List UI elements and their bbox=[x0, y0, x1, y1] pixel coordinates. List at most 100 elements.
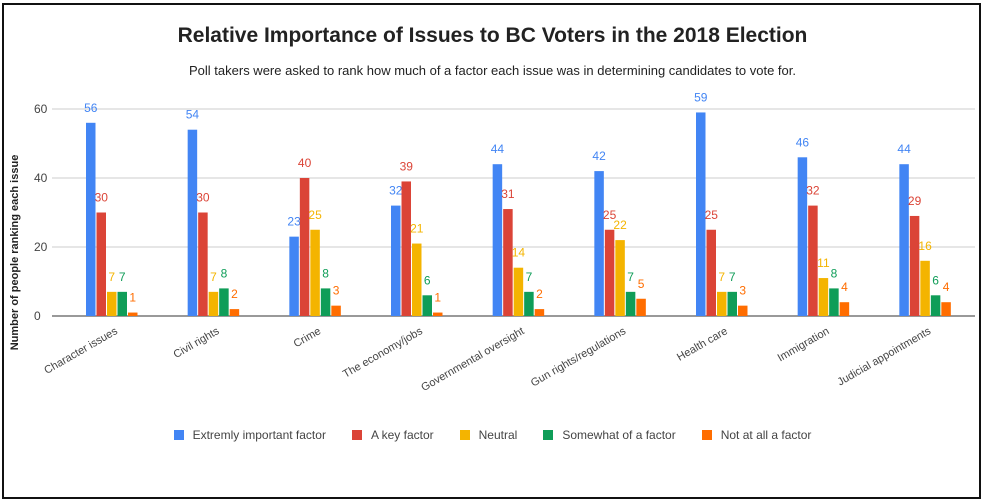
data-label: 3 bbox=[333, 284, 340, 298]
y-tick-label: 0 bbox=[34, 309, 41, 323]
data-label: 30 bbox=[196, 191, 210, 205]
bar bbox=[706, 229, 716, 316]
data-label: 42 bbox=[592, 149, 606, 163]
bar bbox=[198, 212, 208, 316]
x-tick-label: Civil rights bbox=[171, 325, 221, 361]
bar bbox=[96, 212, 106, 316]
bar bbox=[513, 267, 524, 316]
data-label: 8 bbox=[221, 266, 228, 280]
data-label: 5 bbox=[638, 277, 645, 291]
bar bbox=[208, 291, 219, 316]
data-label: 39 bbox=[400, 159, 414, 173]
data-label: 25 bbox=[603, 208, 617, 222]
bar bbox=[696, 112, 706, 316]
bar bbox=[941, 302, 951, 316]
x-tick-label: Crime bbox=[292, 325, 323, 350]
bar bbox=[107, 291, 117, 316]
bar bbox=[492, 164, 503, 316]
legend-label: A key factor bbox=[370, 428, 434, 442]
x-tick-label: Health care bbox=[675, 325, 730, 364]
legend-label: Not at all a factor bbox=[720, 428, 812, 442]
y-tick-label: 20 bbox=[34, 240, 48, 254]
data-label: 7 bbox=[729, 270, 736, 284]
data-label: 25 bbox=[308, 208, 322, 222]
bar bbox=[909, 215, 920, 316]
legend-swatch bbox=[701, 430, 712, 440]
data-label: 31 bbox=[501, 187, 515, 201]
x-tick-label: Immigration bbox=[776, 325, 832, 364]
bar bbox=[615, 240, 625, 316]
bar bbox=[117, 291, 127, 316]
bar bbox=[717, 291, 727, 316]
data-label: 6 bbox=[932, 273, 939, 287]
bar bbox=[727, 291, 737, 316]
data-label: 22 bbox=[613, 218, 627, 232]
bar bbox=[331, 305, 341, 316]
data-label: 46 bbox=[796, 135, 810, 149]
bar bbox=[899, 164, 909, 316]
data-label: 1 bbox=[434, 291, 441, 305]
data-label: 21 bbox=[410, 222, 424, 236]
data-label: 30 bbox=[95, 191, 109, 205]
x-tick-label: The economy/jobs bbox=[341, 325, 425, 381]
y-tick-label: 40 bbox=[34, 171, 48, 185]
data-label: 44 bbox=[897, 142, 911, 156]
data-label: 14 bbox=[512, 246, 526, 260]
data-label: 59 bbox=[694, 90, 708, 104]
data-label: 6 bbox=[424, 273, 431, 287]
bar bbox=[86, 122, 96, 316]
data-label: 56 bbox=[84, 101, 98, 115]
bar bbox=[738, 305, 748, 316]
chart-frame bbox=[2, 3, 981, 499]
bar bbox=[829, 288, 839, 316]
legend-item: Not at all a factor bbox=[701, 428, 812, 442]
x-tick-label: Gun rights/regulations bbox=[529, 325, 629, 389]
legend-item: Somewhat of a factor bbox=[543, 428, 676, 442]
bar bbox=[604, 229, 615, 316]
legend-label: Somewhat of a factor bbox=[562, 428, 676, 442]
data-label: 8 bbox=[831, 266, 838, 280]
x-tick-label: Governmental oversight bbox=[419, 325, 526, 394]
chart-subtitle: Poll takers were asked to rank how much … bbox=[189, 63, 796, 78]
bar bbox=[391, 205, 401, 316]
legend-label: Extremly important factor bbox=[192, 428, 326, 442]
legend-item: Extremly important factor bbox=[173, 428, 326, 442]
data-label: 3 bbox=[739, 284, 746, 298]
data-label: 4 bbox=[841, 280, 848, 294]
bar bbox=[187, 129, 198, 316]
bar bbox=[299, 178, 310, 316]
bar bbox=[930, 295, 941, 316]
data-label: 11 bbox=[817, 256, 830, 270]
data-label: 32 bbox=[389, 184, 403, 198]
y-axis-title: Number of people ranking each issue bbox=[9, 155, 21, 351]
bar bbox=[229, 309, 240, 316]
data-label: 7 bbox=[718, 270, 725, 284]
bar bbox=[289, 236, 299, 316]
data-label: 7 bbox=[108, 270, 115, 284]
legend-swatch bbox=[351, 430, 362, 440]
data-label: 7 bbox=[526, 270, 533, 284]
bar bbox=[412, 243, 422, 316]
bar bbox=[401, 181, 411, 316]
chart-title: Relative Importance of Issues to BC Vote… bbox=[177, 24, 808, 47]
bar bbox=[219, 288, 229, 316]
data-label: 8 bbox=[322, 266, 329, 280]
bar bbox=[433, 312, 443, 316]
bar bbox=[310, 229, 320, 316]
bar bbox=[320, 288, 331, 316]
data-label: 25 bbox=[705, 208, 719, 222]
legend-swatch bbox=[459, 430, 470, 440]
data-label: 32 bbox=[806, 184, 820, 198]
data-label: 2 bbox=[231, 287, 238, 301]
data-label: 2 bbox=[536, 287, 543, 301]
x-tick-label: Judicial appointments bbox=[835, 325, 933, 389]
data-label: 7 bbox=[210, 270, 217, 284]
bar bbox=[422, 295, 432, 316]
data-label: 40 bbox=[298, 156, 312, 170]
legend-label: Neutral bbox=[478, 428, 518, 442]
legend-item: A key factor bbox=[351, 428, 434, 442]
legend-item: Neutral bbox=[459, 428, 518, 442]
y-tick-label: 60 bbox=[34, 102, 48, 116]
bar bbox=[524, 291, 534, 316]
bar bbox=[839, 302, 850, 316]
